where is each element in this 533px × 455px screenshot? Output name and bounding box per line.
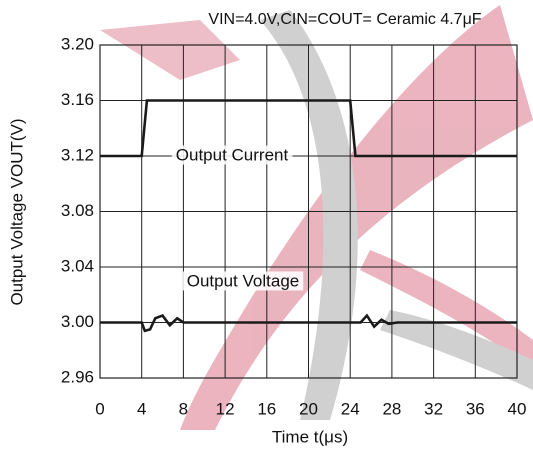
x-axis-label: Time t(μs)	[272, 427, 348, 446]
x-tick-label: 36	[466, 399, 485, 418]
annotation: Output Voltage	[187, 271, 299, 290]
chart-title: VIN=4.0V,CIN=COUT= Ceramic 4.7μF	[208, 11, 481, 28]
y-tick-label: 3.12	[61, 145, 94, 164]
y-tick-label: 3.00	[61, 312, 94, 331]
series-line	[100, 313, 517, 333]
x-tick-label: 24	[341, 399, 360, 418]
x-tick-label: 20	[299, 399, 318, 418]
watermark	[100, 5, 533, 430]
y-tick-label: 3.16	[61, 90, 94, 109]
annotation-bg	[182, 271, 304, 291]
series-line	[100, 99, 517, 158]
annotation-bg	[171, 145, 293, 165]
y-axis-label: Output Voltage VOUT(V)	[7, 118, 26, 305]
plot-frame	[99, 44, 518, 379]
x-tick-label: 28	[382, 399, 401, 418]
x-tick-label: 32	[424, 399, 443, 418]
y-tick-label: 3.04	[61, 256, 94, 275]
x-tick-label: 12	[216, 399, 235, 418]
y-tick-label: 3.08	[61, 201, 94, 220]
annotation: Output Current	[176, 145, 289, 164]
y-tick-label: 2.96	[61, 367, 94, 386]
x-tick-label: 16	[257, 399, 276, 418]
x-tick-label: 8	[179, 399, 188, 418]
y-tick-label: 3.20	[61, 34, 94, 53]
x-tick-label: 4	[137, 399, 146, 418]
x-tick-label: 40	[508, 399, 527, 418]
x-tick-label: 0	[95, 399, 104, 418]
